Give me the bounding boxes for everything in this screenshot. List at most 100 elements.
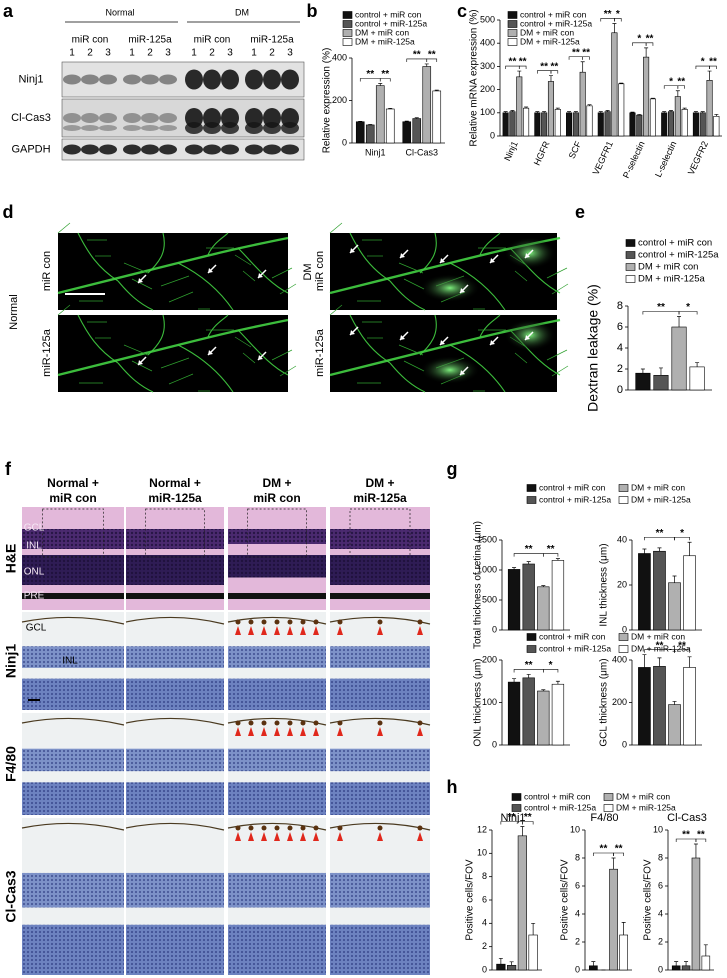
significance-label: ** xyxy=(413,50,421,61)
x-tick-label: L-selectin xyxy=(653,140,678,179)
row-label: H&E xyxy=(3,544,19,574)
significance-label: ** xyxy=(656,640,664,651)
y-tick-label: 4 xyxy=(658,908,663,918)
x-tick-label: Ninj1 xyxy=(365,147,386,157)
leakage xyxy=(420,274,480,302)
significance-label: ** xyxy=(519,57,527,68)
significance-label: ** xyxy=(709,57,717,68)
y-tick-label: 200 xyxy=(332,95,347,105)
bar xyxy=(701,955,711,971)
error-bar xyxy=(524,106,529,109)
capillary xyxy=(57,304,71,316)
stained-cell xyxy=(235,825,241,831)
arrow-head xyxy=(525,253,530,258)
histology-image xyxy=(125,612,225,710)
y-tick-label: 8 xyxy=(617,300,623,312)
lane-label: 3 xyxy=(287,48,293,59)
blot-band xyxy=(141,74,159,85)
error-bar xyxy=(509,961,514,966)
arrow-head xyxy=(138,278,143,283)
bar xyxy=(691,857,701,971)
error-bar xyxy=(611,857,616,870)
blot-band xyxy=(159,74,177,85)
vessel xyxy=(237,329,289,376)
vessel xyxy=(57,236,289,295)
error-bar xyxy=(693,111,698,113)
significance-label: ** xyxy=(656,528,664,539)
stained-cell xyxy=(235,720,241,726)
inl-dots xyxy=(330,529,430,549)
vessel xyxy=(177,262,234,311)
legend-label: DM + miR con xyxy=(638,262,698,273)
y-tick-label: 0 xyxy=(492,739,497,749)
legend-label: DM + miR con xyxy=(355,27,409,37)
column-header: DM + xyxy=(262,476,291,490)
blot-band xyxy=(99,125,117,131)
significance-label: * xyxy=(669,76,673,87)
error-bar xyxy=(598,111,603,113)
x-tick-label: Cl-Cas3 xyxy=(405,147,438,157)
lane-label: 2 xyxy=(209,48,215,59)
significance-label: ** xyxy=(604,9,612,20)
error-bar xyxy=(512,678,517,683)
significance-label: * xyxy=(680,528,684,539)
red-arrow xyxy=(287,626,293,635)
layer-label: PRE xyxy=(24,591,45,602)
bar xyxy=(517,835,527,971)
vessel xyxy=(419,232,437,274)
red-arrow xyxy=(248,832,254,841)
y-tick-label: 2 xyxy=(482,941,487,951)
vessel xyxy=(117,362,154,393)
onl-dots xyxy=(228,924,326,975)
y-axis-label: GCL thickness (μm) xyxy=(599,658,610,746)
blot-band xyxy=(245,122,263,134)
significance-bracket xyxy=(543,669,559,673)
error-bar xyxy=(714,114,719,117)
red-arrow xyxy=(417,832,423,841)
panel-label: c xyxy=(457,1,467,21)
blot-band xyxy=(159,144,177,155)
vessel xyxy=(207,314,229,338)
legend-swatch xyxy=(342,38,353,46)
bar xyxy=(528,934,538,971)
blot-band xyxy=(221,144,239,155)
y-tick-label: 6 xyxy=(617,321,623,333)
onl-dots xyxy=(330,924,430,975)
arrow-head xyxy=(400,253,405,258)
capillary xyxy=(123,262,149,274)
histology-image xyxy=(126,507,224,610)
significance-label: * xyxy=(701,57,705,68)
pre xyxy=(228,593,326,599)
y-tick-label: 20 xyxy=(617,579,627,589)
significance-bracket xyxy=(614,18,622,22)
blot-band xyxy=(63,113,81,123)
histology-image xyxy=(329,713,431,815)
blot-band xyxy=(245,69,263,90)
chart-title: Ninj1 xyxy=(500,812,525,824)
significance-label: * xyxy=(637,33,641,44)
error-bar xyxy=(612,23,617,33)
error-bar xyxy=(591,961,596,966)
legend-label: DM + miR-125a xyxy=(520,36,580,46)
significance-label: * xyxy=(616,9,620,20)
error-bar xyxy=(517,70,522,77)
arrow-head xyxy=(258,355,263,360)
vessel xyxy=(349,314,391,364)
stained-cell xyxy=(287,825,293,831)
capillary xyxy=(279,365,297,377)
inl-dots xyxy=(126,529,224,549)
legend-label: control + miR con xyxy=(355,9,422,19)
significance-label: ** xyxy=(600,844,608,855)
error-bar xyxy=(587,104,592,106)
significance-label: ** xyxy=(525,660,533,671)
lane-label: 1 xyxy=(129,48,135,59)
histology-image xyxy=(329,612,431,710)
onl-dots xyxy=(22,555,124,585)
error-bar xyxy=(672,575,677,583)
y-tick-label: 300 xyxy=(480,61,495,71)
bar xyxy=(522,563,535,631)
y-tick-label: 0 xyxy=(575,964,580,974)
bar xyxy=(638,667,651,746)
y-tick-label: 200 xyxy=(482,654,497,664)
roi xyxy=(42,508,104,558)
